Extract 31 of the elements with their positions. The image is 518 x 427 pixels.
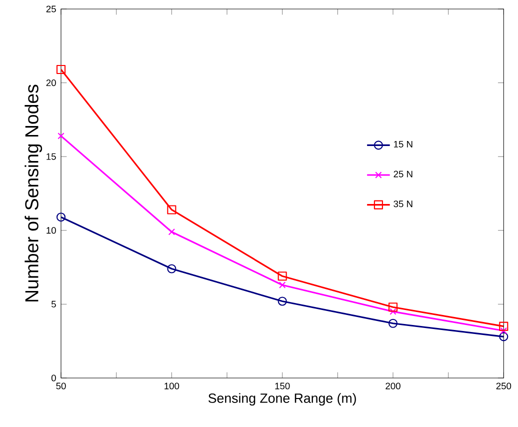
point [500,327,508,334]
point [167,205,176,214]
x-axis-title: Sensing Zone Range (m) [208,393,356,406]
point [56,212,66,222]
point [56,64,66,74]
point [278,272,287,281]
point [388,318,398,328]
point [278,296,287,306]
y-tick-label: 25 [46,6,56,12]
x-tick-label: 100 [164,382,180,390]
point [388,302,398,312]
legend-label: 35 N [394,200,412,208]
x-tick-label: 150 [275,382,290,390]
point [278,282,286,288]
y-axis-title: Number of Sensing Nodes [24,84,42,302]
point [390,308,396,315]
x-tick-label: 250 [496,382,512,390]
x-tick-label: 50 [56,382,66,390]
y-tick-label: 15 [46,153,56,160]
point [168,228,176,236]
y-tick-label: 10 [46,227,56,234]
point [499,332,508,342]
point [58,132,64,140]
y-tick-label: 5 [51,300,56,308]
legend-label: 25 N [394,170,412,178]
point [167,264,176,274]
y-tick-label: 20 [46,80,56,86]
point [499,322,508,331]
y-tick-label: 0 [51,374,56,382]
x-tick-label: 200 [386,382,400,390]
legend-label: 15 N [394,140,412,148]
